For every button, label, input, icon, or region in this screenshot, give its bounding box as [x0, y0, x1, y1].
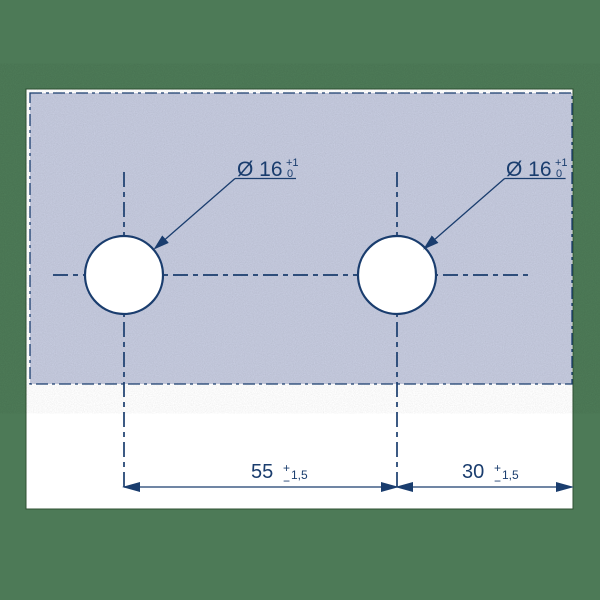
svg-text:0: 0 — [556, 168, 562, 180]
svg-text:−: − — [283, 474, 290, 488]
svg-text:+: + — [494, 461, 501, 475]
svg-text:30: 30 — [462, 461, 484, 483]
svg-text:55: 55 — [251, 461, 273, 483]
svg-text:+: + — [283, 461, 290, 475]
svg-text:0: 0 — [287, 168, 293, 180]
svg-text:Ø 16: Ø 16 — [506, 158, 552, 181]
svg-text:−: − — [494, 474, 501, 488]
svg-text:Ø 16: Ø 16 — [237, 158, 283, 181]
svg-text:1,5: 1,5 — [291, 468, 308, 482]
svg-text:1,5: 1,5 — [502, 468, 519, 482]
